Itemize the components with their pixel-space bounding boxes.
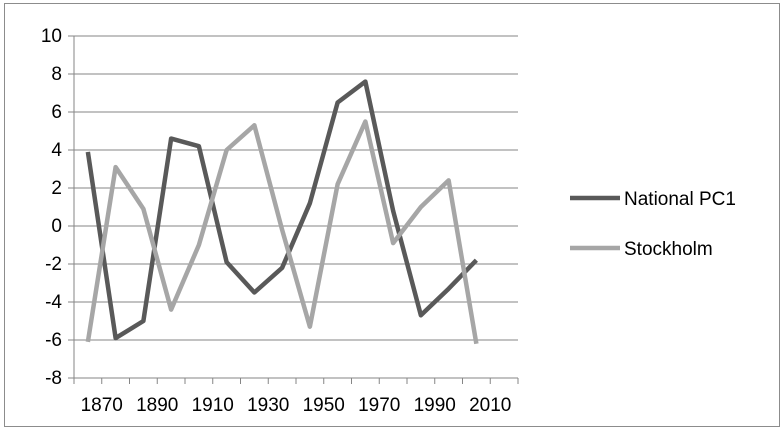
legend: National PC1 Stockholm <box>570 189 736 260</box>
y-tick-label: 6 <box>51 102 62 123</box>
legend-label-1: Stockholm <box>624 239 713 260</box>
x-tick-label: 1930 <box>247 395 289 416</box>
y-tick-label: 0 <box>51 216 62 237</box>
x-tick-label: 1910 <box>192 395 234 416</box>
x-tick-label: 1870 <box>81 395 123 416</box>
y-tick-label: -8 <box>45 368 62 389</box>
y-tick-labels: 10 8 6 4 2 0 -2 -4 -6 -8 <box>41 26 63 389</box>
y-tick-label: -6 <box>45 330 62 351</box>
y-tick-label: -4 <box>45 292 62 313</box>
x-tick-label: 1950 <box>303 395 345 416</box>
y-tick-label: 2 <box>51 178 62 199</box>
axes <box>68 35 519 384</box>
y-tick-label: -2 <box>45 254 62 275</box>
y-tick-label: 10 <box>41 26 62 47</box>
x-tick-label: 2010 <box>469 395 511 416</box>
x-tick-label: 1890 <box>136 395 178 416</box>
legend-label-0: National PC1 <box>624 189 736 210</box>
series-lines <box>85 79 479 345</box>
y-tick-label: 4 <box>51 140 62 161</box>
x-tick-label: 1990 <box>414 395 456 416</box>
gridlines <box>74 35 518 341</box>
x-tick-labels: 1870 1890 1910 1930 1950 1970 1990 2010 <box>81 395 512 416</box>
y-tick-label: 8 <box>51 64 62 85</box>
x-tick-label: 1970 <box>358 395 400 416</box>
